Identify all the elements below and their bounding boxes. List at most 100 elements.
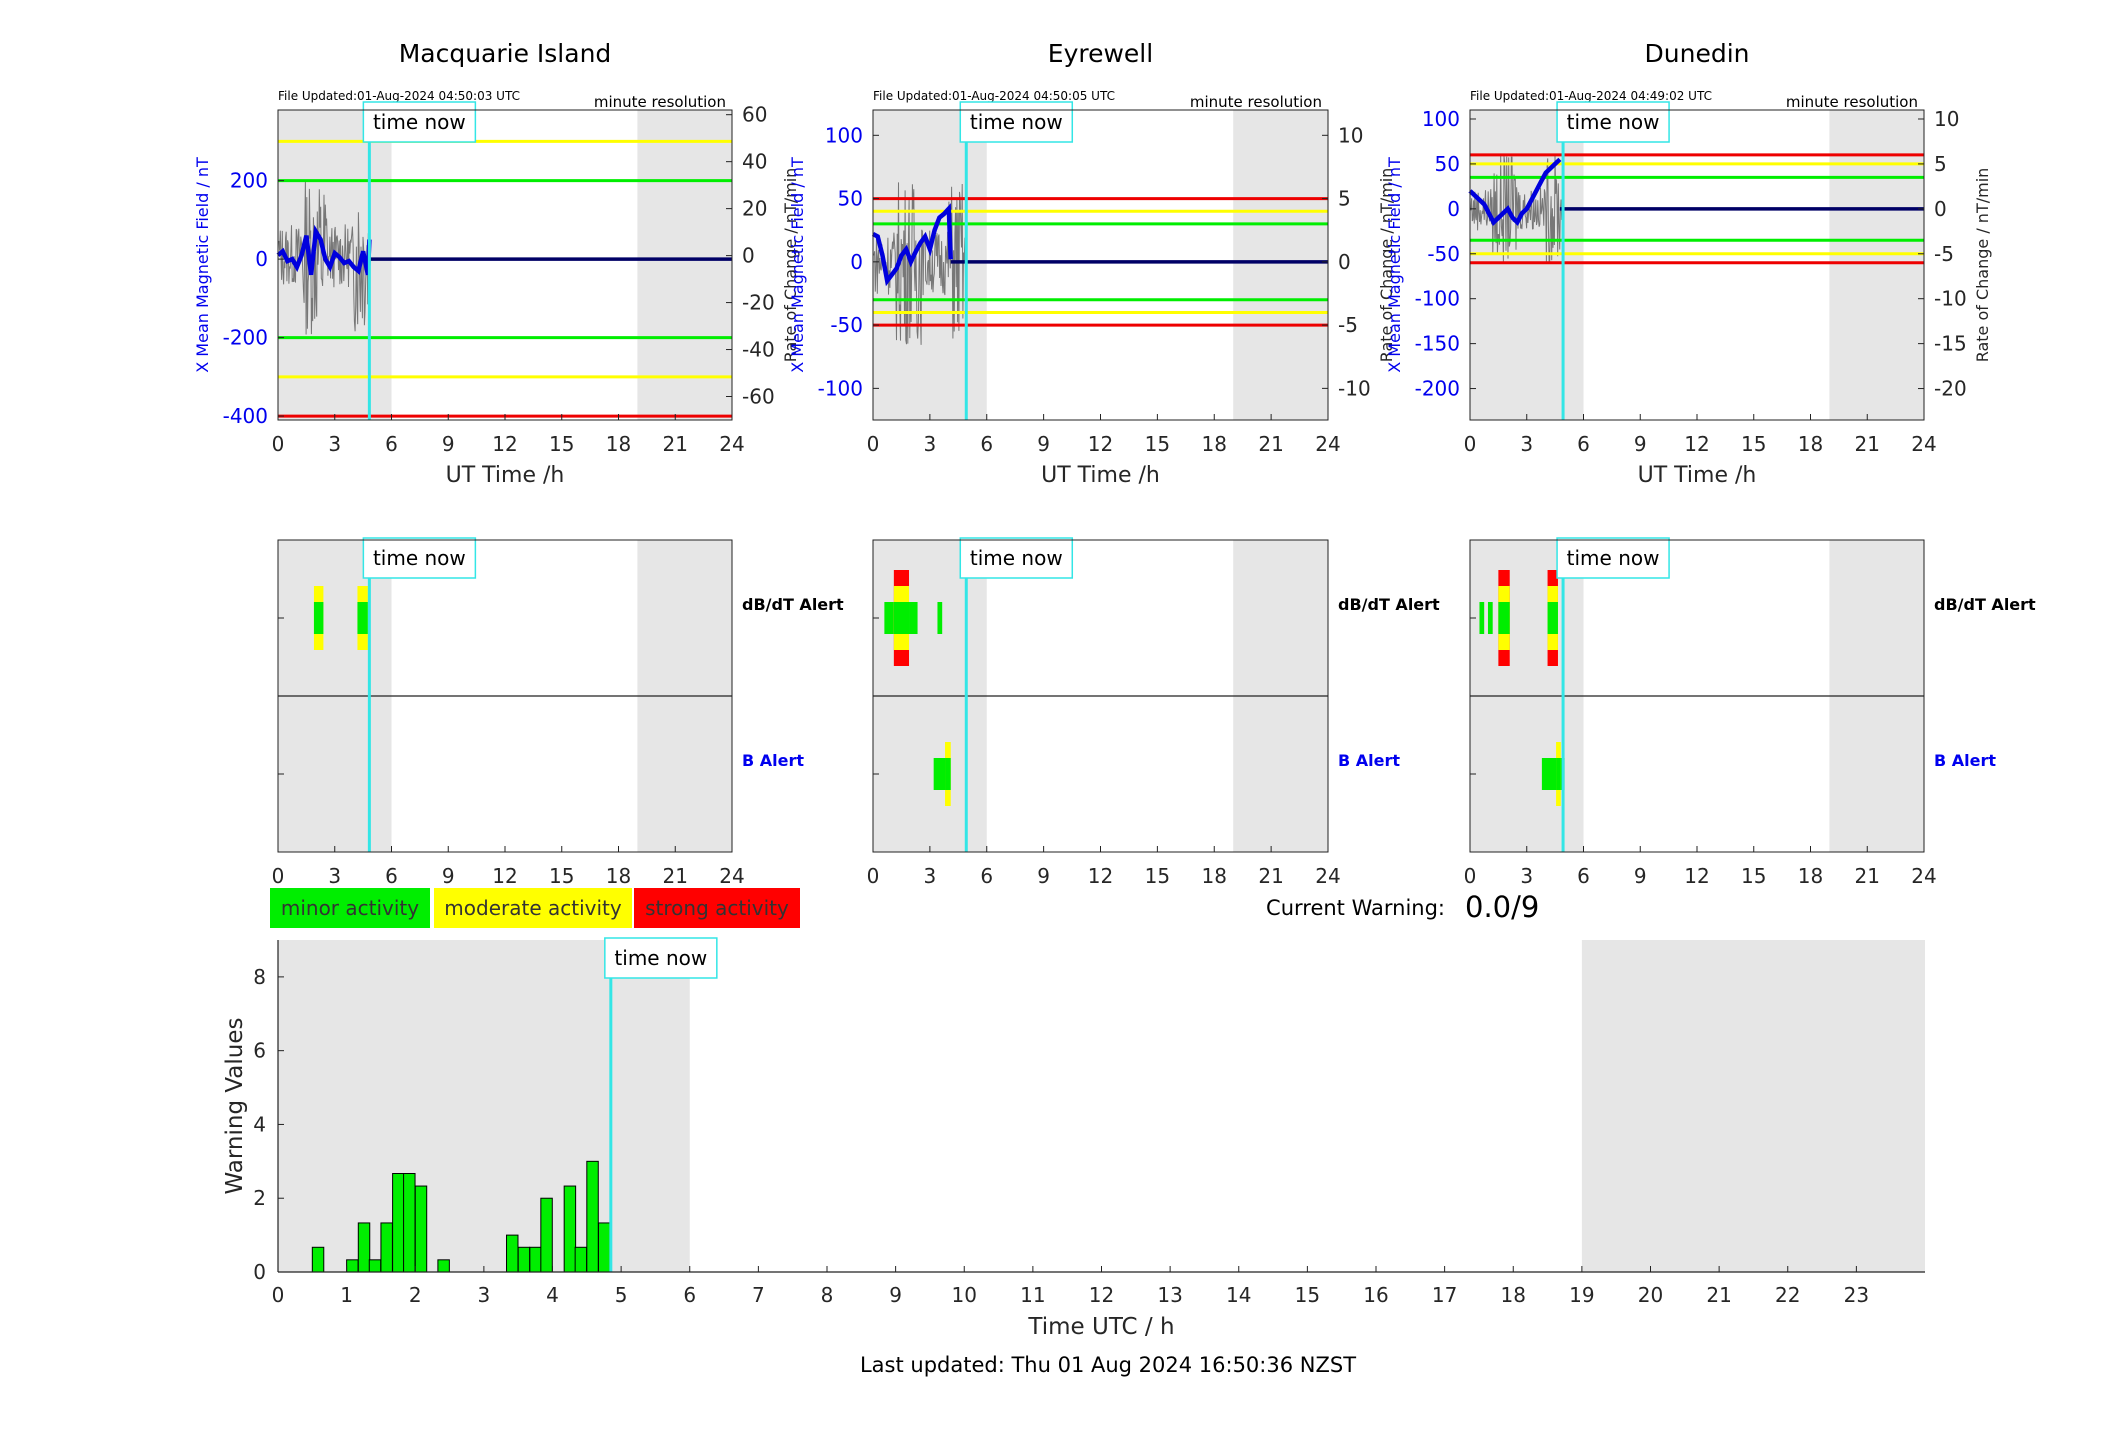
y-right-tick-label: 60 bbox=[742, 103, 767, 127]
x-tick-label: 0 bbox=[272, 864, 285, 888]
time-now-box bbox=[1556, 537, 1670, 579]
x-tick-label: 15 bbox=[1145, 864, 1170, 888]
x-axis-label: UT Time /h bbox=[446, 463, 565, 488]
x-tick-label: 13 bbox=[1157, 1283, 1182, 1307]
x-tick-label: 23 bbox=[1844, 1283, 1869, 1307]
y-right-axis-label: Rate of Change / nT/min bbox=[1973, 168, 1992, 363]
alert-bar-minor bbox=[909, 602, 918, 634]
x-tick-label: 6 bbox=[385, 432, 398, 456]
y-right-axis-label: Rate of Change / nT/min bbox=[1377, 168, 1396, 363]
time-now-label: time now bbox=[373, 546, 466, 570]
time-now-box bbox=[1556, 101, 1670, 143]
night-shade bbox=[1233, 110, 1328, 420]
y-right-tick-label: -15 bbox=[1934, 332, 1967, 356]
time-now-box bbox=[604, 937, 718, 979]
x-tick-label: 3 bbox=[1520, 864, 1533, 888]
time-now-box bbox=[959, 537, 1074, 579]
x-axis-label: UT Time /h bbox=[1041, 463, 1160, 488]
y-left-tick-label: -50 bbox=[1427, 242, 1460, 266]
alert-panel: time now dB/dT Alert B Alert 0 3 6 9 12 15 18 21 24 bbox=[272, 537, 844, 888]
legend-item-minor: minor activity bbox=[270, 888, 430, 928]
y-left-tick-label: -100 bbox=[818, 376, 863, 400]
x-tick-label: 12 bbox=[1684, 432, 1709, 456]
x-tick-label: 6 bbox=[980, 432, 993, 456]
x-tick-label: 0 bbox=[272, 432, 285, 456]
alert-bar-minor bbox=[313, 602, 324, 634]
y-right-tick-label: -10 bbox=[1338, 376, 1371, 400]
x-tick-label: 15 bbox=[549, 864, 574, 888]
legend-label: moderate activity bbox=[444, 896, 622, 920]
x-tick-label: 6 bbox=[385, 864, 398, 888]
x-tick-label: 0 bbox=[867, 432, 880, 456]
x-tick-label: 24 bbox=[1315, 864, 1340, 888]
legend-item-moderate: moderate activity bbox=[434, 888, 632, 928]
time-now-label: time now bbox=[614, 946, 707, 970]
alert-bar-minor bbox=[937, 602, 943, 634]
x-tick-label: 21 bbox=[1855, 864, 1880, 888]
x-tick-label: 0 bbox=[1464, 432, 1477, 456]
alert-bar-minor bbox=[884, 602, 894, 634]
y-right-tick-label: -10 bbox=[1934, 287, 1967, 311]
x-tick-label: 15 bbox=[1295, 1283, 1320, 1307]
y-left-tick-label: -50 bbox=[830, 313, 863, 337]
x-tick-label: 12 bbox=[1089, 1283, 1114, 1307]
night-shade bbox=[1581, 940, 1925, 1272]
alert-bar-minor bbox=[1547, 602, 1558, 634]
x-tick-label: 3 bbox=[328, 864, 341, 888]
y-tick-label: 6 bbox=[253, 1039, 266, 1063]
resolution-label: minute resolution bbox=[1786, 93, 1918, 111]
alert-bar-minor bbox=[1479, 602, 1485, 634]
alert-bar-minor bbox=[1498, 602, 1510, 634]
x-tick-label: 0 bbox=[867, 864, 880, 888]
station-title: Dunedin bbox=[1645, 39, 1750, 68]
y-left-axis-label: X Mean Magnetic Field / nT bbox=[1385, 157, 1404, 373]
warning-bar bbox=[380, 1222, 393, 1273]
y-right-tick-label: 0 bbox=[742, 244, 755, 268]
b-alert-label: B Alert bbox=[1338, 751, 1400, 770]
x-tick-label: 15 bbox=[549, 432, 574, 456]
y-right-tick-label: 10 bbox=[1934, 107, 1959, 131]
warning-bar bbox=[586, 1160, 599, 1273]
legend-swatch bbox=[634, 888, 800, 928]
x-tick-label: 10 bbox=[952, 1283, 977, 1307]
x-tick-label: 19 bbox=[1569, 1283, 1594, 1307]
alert-bar-minor bbox=[893, 602, 910, 634]
file-updated-label: File Updated:01-Aug-2024 04:50:03 UTC bbox=[278, 89, 520, 103]
night-shade bbox=[1470, 110, 1584, 420]
resolution-label: minute resolution bbox=[594, 93, 726, 111]
x-tick-label: 5 bbox=[615, 1283, 628, 1307]
y-right-tick-label: 40 bbox=[742, 150, 767, 174]
time-now-box bbox=[362, 537, 477, 579]
x-tick-label: 24 bbox=[719, 432, 744, 456]
warning-bar bbox=[311, 1246, 325, 1273]
field-series-line bbox=[1468, 157, 1562, 226]
dbdt-alert-label: dB/dT Alert bbox=[1338, 595, 1440, 614]
x-tick-label: 18 bbox=[1202, 432, 1227, 456]
resolution-label: minute resolution bbox=[1190, 93, 1322, 111]
warning-bar bbox=[574, 1246, 588, 1273]
b-alert-label: B Alert bbox=[742, 751, 804, 770]
y-left-tick-label: 50 bbox=[1435, 152, 1460, 176]
y-left-tick-label: 100 bbox=[825, 123, 863, 147]
y-left-tick-label: 200 bbox=[230, 169, 268, 193]
x-tick-label: 7 bbox=[752, 1283, 765, 1307]
x-tick-label: 12 bbox=[492, 864, 517, 888]
x-tick-label: 15 bbox=[1145, 432, 1170, 456]
x-tick-label: 21 bbox=[663, 864, 688, 888]
warning-bar bbox=[540, 1197, 553, 1273]
y-left-axis-label: X Mean Magnetic Field / nT bbox=[193, 157, 212, 373]
x-tick-label: 4 bbox=[546, 1283, 559, 1307]
y-right-tick-label: 10 bbox=[1338, 123, 1363, 147]
x-tick-label: 6 bbox=[980, 864, 993, 888]
x-tick-label: 11 bbox=[1020, 1283, 1045, 1307]
legend-label: strong activity bbox=[645, 896, 789, 920]
warning-bar bbox=[403, 1173, 416, 1273]
x-tick-label: 24 bbox=[1911, 432, 1936, 456]
warning-bar bbox=[368, 1259, 382, 1273]
field-series-line bbox=[276, 224, 372, 276]
x-tick-label: 18 bbox=[606, 864, 631, 888]
x-tick-label: 2 bbox=[409, 1283, 422, 1307]
x-tick-label: 24 bbox=[719, 864, 744, 888]
x-tick-label: 21 bbox=[1258, 432, 1283, 456]
alert-bar-minor bbox=[1487, 602, 1493, 634]
